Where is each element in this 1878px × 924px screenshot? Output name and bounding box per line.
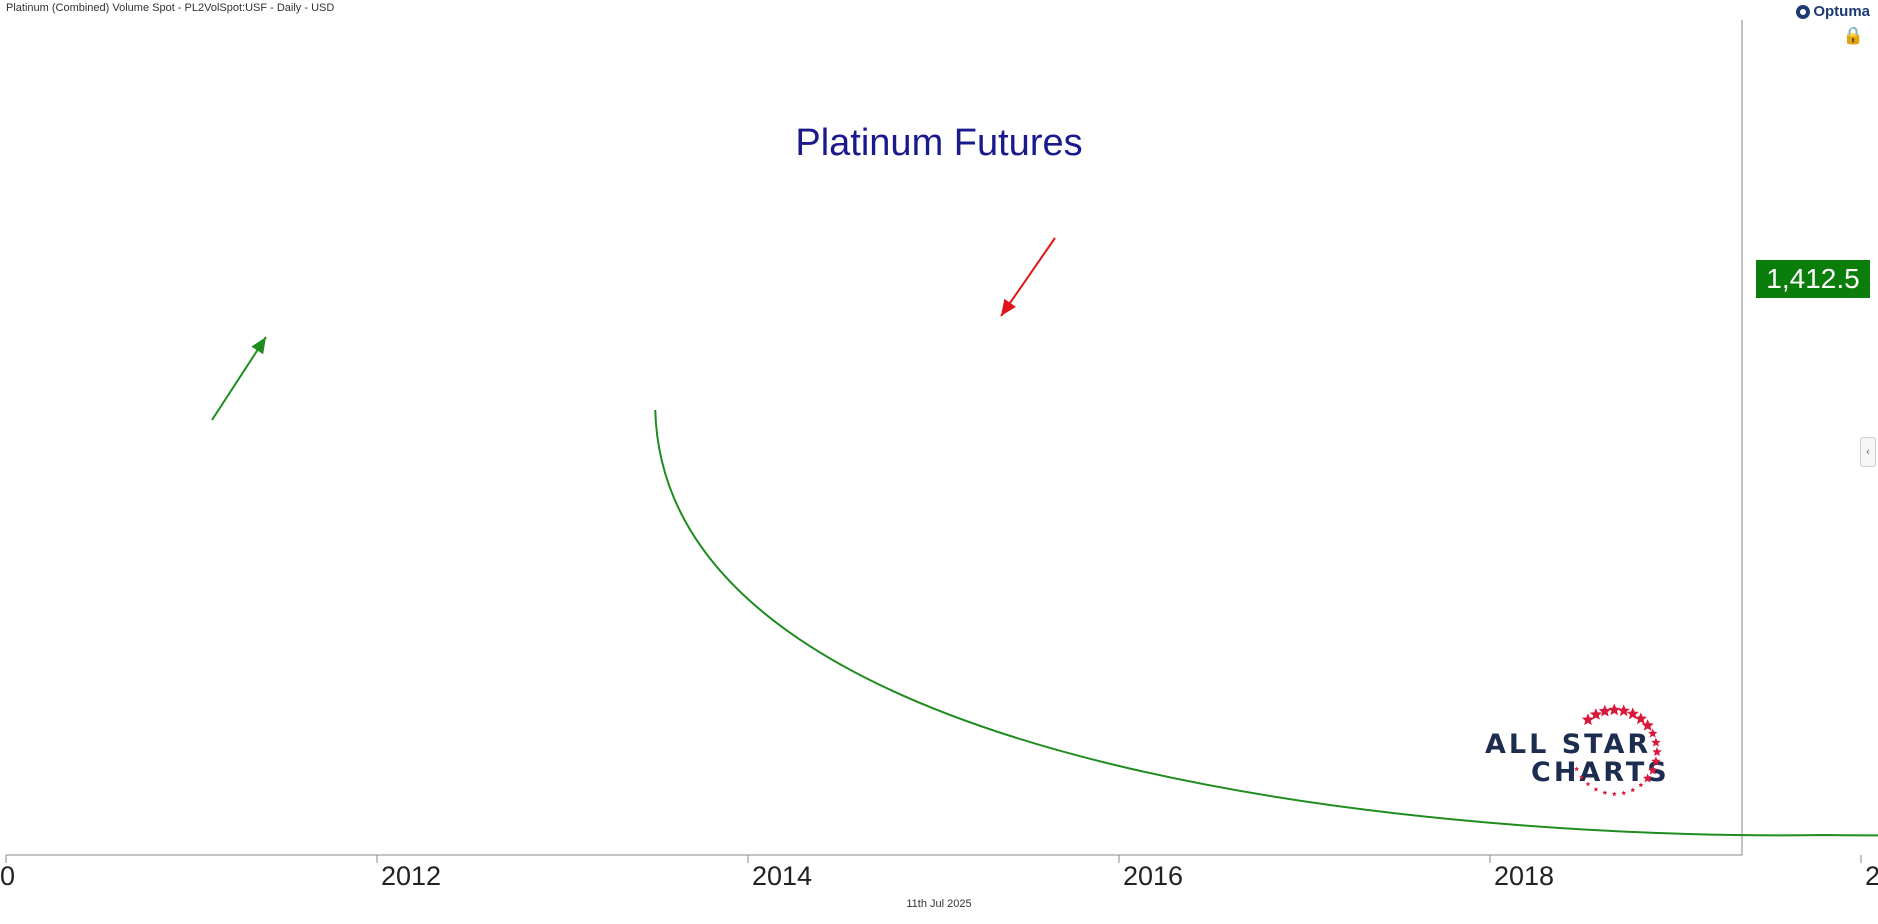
x-tick-label: 2014	[752, 861, 812, 891]
x-tick-label: 2012	[381, 861, 441, 891]
logo-star	[1648, 728, 1658, 738]
logo-star	[1608, 703, 1621, 716]
red-arrow-head	[1001, 298, 1016, 316]
logo-star	[1638, 782, 1644, 788]
chart-title: Platinum Futures	[795, 122, 1082, 164]
logo-line-1: ALL STAR	[1485, 729, 1652, 760]
logo-star	[1651, 756, 1661, 766]
x-tick-label: 2020	[1865, 861, 1878, 891]
logo-star	[1579, 774, 1584, 780]
logo-star	[1642, 773, 1653, 783]
logo-star	[1589, 708, 1603, 720]
all-star-charts-logo: ALL STAR CHARTS	[1485, 697, 1685, 807]
date-stamp: 11th Jul 2025	[906, 898, 972, 910]
logo-star	[1626, 707, 1639, 720]
logo-star	[1585, 781, 1591, 787]
logo-star	[1602, 790, 1608, 795]
green-arrow-shaft	[211, 336, 267, 421]
logo-star	[1641, 719, 1654, 731]
x-axis: 0201220142016201820202022202420262028	[0, 854, 1878, 891]
logo-star	[1621, 790, 1627, 796]
collapse-panel-button[interactable]: ‹	[1860, 437, 1876, 467]
lock-icon[interactable]: 🔒	[1842, 26, 1864, 45]
logo-stars-icon	[1574, 703, 1662, 797]
y-axis: 2120.02000.01800.01700.01600.01500.01300…	[1741, 20, 1743, 855]
logo-star	[1617, 704, 1630, 717]
logo-star	[1574, 766, 1580, 772]
chevron-left-icon: ‹	[1866, 446, 1870, 458]
logo-star	[1598, 704, 1611, 717]
logo-star	[1593, 786, 1599, 792]
logo-star	[1648, 765, 1658, 775]
logo-star	[1581, 713, 1595, 726]
logo-star	[1652, 747, 1662, 756]
x-tick-label: 0	[0, 861, 15, 891]
brand-name: Optuma	[1813, 3, 1870, 20]
last-value-badge-bg	[1756, 260, 1870, 298]
brand-mark-icon	[1796, 4, 1811, 19]
cup-arc	[654, 409, 1878, 837]
logo-star	[1651, 737, 1661, 747]
x-tick-label: 2018	[1494, 861, 1554, 891]
logo-star	[1630, 787, 1636, 793]
chart-source-header: Platinum (Combined) Volume Spot - PL2Vol…	[6, 2, 335, 14]
last-value-text: 1,412.5	[1766, 263, 1859, 294]
logo-star	[1634, 712, 1647, 725]
last-value-badge: 1,412.5	[1756, 260, 1870, 298]
x-tick-label: 2016	[1123, 861, 1183, 891]
brand-logo: Optuma	[1796, 3, 1870, 20]
logo-star	[1611, 791, 1617, 797]
green-arrow-head	[251, 337, 266, 355]
logo-line-2: CHARTS	[1531, 757, 1670, 788]
annotation-arrows	[211, 237, 1056, 421]
